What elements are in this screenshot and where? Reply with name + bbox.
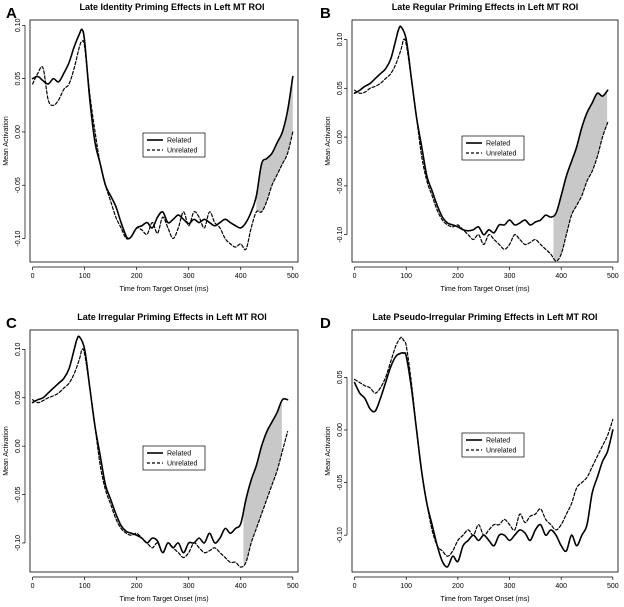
series-line-related	[31, 28, 294, 240]
difference-shading	[243, 400, 282, 565]
x-tick-label: 300	[183, 273, 195, 280]
legend-label-related: Related	[167, 451, 191, 458]
panel-d: D Late Pseudo-Irregular Priming Effects i…	[320, 312, 619, 603]
y-tick-label: -0.10	[15, 535, 22, 551]
legend-label-related: Related	[486, 438, 510, 445]
legend: Related Unrelated	[461, 135, 525, 161]
y-tick-label: 0.10	[15, 18, 22, 32]
x-tick-label: 200	[452, 273, 464, 280]
y-tick-label: -0.10	[337, 227, 344, 243]
y-tick-label: 0.00	[15, 439, 22, 453]
x-tick-label: 200	[452, 583, 464, 590]
y-tick-label: -0.05	[337, 178, 344, 194]
x-axis-label: Time from Target Onset (ms)	[119, 286, 208, 293]
x-tick-label: 500	[607, 273, 619, 280]
panel-title: Late Identity Priming Effects in Left MT…	[79, 2, 264, 12]
panel-b: B Late Regular Priming Effects in Left MT…	[320, 2, 619, 293]
x-tick-label: 300	[504, 273, 516, 280]
y-tick-label: -0.05	[15, 486, 22, 502]
x-axis-label: Time from Target Onset (ms)	[119, 596, 208, 603]
y-tick-label: 0.00	[337, 130, 344, 144]
panel-label: B	[320, 5, 331, 22]
series-line-related	[31, 335, 289, 554]
legend-box	[461, 432, 525, 458]
series-line-unrelated	[32, 348, 289, 568]
panel-title: Late Irregular Priming Effects in Left M…	[77, 312, 267, 322]
x-tick-label: 0	[353, 583, 357, 590]
difference-shading	[553, 90, 608, 261]
x-axis-label: Time from Target Onset (ms)	[440, 286, 529, 293]
legend: Related Unrelated	[461, 432, 525, 458]
x-tick-label: 400	[235, 273, 247, 280]
legend-label-unrelated: Unrelated	[486, 448, 516, 455]
panel-a: A Late Identity Priming Effects in Left M…	[3, 2, 299, 293]
y-tick-label: -0.05	[337, 474, 344, 490]
legend-label-unrelated: Unrelated	[167, 461, 197, 468]
series-line-unrelated	[32, 40, 294, 251]
x-tick-label: 100	[400, 583, 412, 590]
legend: Related Unrelated	[142, 445, 206, 471]
plot-frame	[351, 329, 619, 573]
x-tick-label: 100	[79, 583, 91, 590]
x-tick-label: 500	[287, 583, 299, 590]
y-axis-label: Mean Activation	[3, 426, 10, 476]
x-tick-label: 300	[183, 583, 195, 590]
legend-label-related: Related	[486, 141, 510, 148]
panel-label: C	[6, 315, 17, 332]
series-line-related	[353, 25, 609, 236]
legend-box	[461, 135, 525, 161]
x-tick-label: 0	[31, 583, 35, 590]
x-tick-label: 400	[555, 583, 567, 590]
panel-label: D	[320, 315, 331, 332]
legend-label-related: Related	[167, 138, 191, 145]
x-tick-label: 400	[235, 583, 247, 590]
y-tick-label: 0.05	[15, 72, 22, 86]
series-line-unrelated	[353, 38, 609, 262]
x-tick-label: 400	[555, 273, 567, 280]
y-tick-label: -0.10	[337, 527, 344, 543]
legend-box	[142, 445, 206, 471]
x-tick-label: 200	[131, 583, 143, 590]
plot-frame	[29, 19, 299, 263]
difference-shading	[256, 76, 293, 212]
panel-label: A	[6, 5, 17, 22]
series-line-related	[353, 351, 614, 568]
x-tick-label: 500	[287, 273, 299, 280]
x-tick-label: 0	[31, 273, 35, 280]
legend-label-unrelated: Unrelated	[167, 148, 197, 155]
y-axis-label: Mean Activation	[325, 426, 332, 476]
y-tick-label: 0.10	[15, 342, 22, 356]
plot-frame	[351, 19, 619, 263]
x-tick-label: 300	[504, 583, 516, 590]
x-tick-label: 0	[353, 273, 357, 280]
x-tick-label: 500	[607, 583, 619, 590]
y-tick-label: 0.05	[15, 391, 22, 405]
x-tick-label: 200	[131, 273, 143, 280]
panel-title: Late Regular Priming Effects in Left MT …	[392, 2, 579, 12]
y-tick-label: -0.05	[15, 177, 22, 193]
panel-c: C Late Irregular Priming Effects in Left …	[3, 312, 299, 603]
series-line-unrelated	[353, 336, 614, 557]
y-tick-label: 0.00	[337, 423, 344, 437]
legend: Related Unrelated	[142, 132, 206, 158]
y-tick-label: 0.00	[15, 125, 22, 139]
y-tick-label: 0.05	[337, 370, 344, 384]
y-tick-label: 0.10	[337, 33, 344, 47]
y-tick-label: 0.05	[337, 81, 344, 95]
y-axis-label: Mean Activation	[325, 116, 332, 166]
plot-frame	[29, 329, 299, 573]
x-tick-label: 100	[79, 273, 91, 280]
y-tick-label: -0.10	[15, 230, 22, 246]
legend-label-unrelated: Unrelated	[486, 151, 516, 158]
x-axis-label: Time from Target Onset (ms)	[440, 596, 529, 603]
x-tick-label: 100	[400, 273, 412, 280]
panel-title: Late Pseudo-Irregular Priming Effects in…	[372, 312, 597, 322]
legend-box	[142, 132, 206, 158]
y-axis-label: Mean Activation	[3, 116, 10, 166]
